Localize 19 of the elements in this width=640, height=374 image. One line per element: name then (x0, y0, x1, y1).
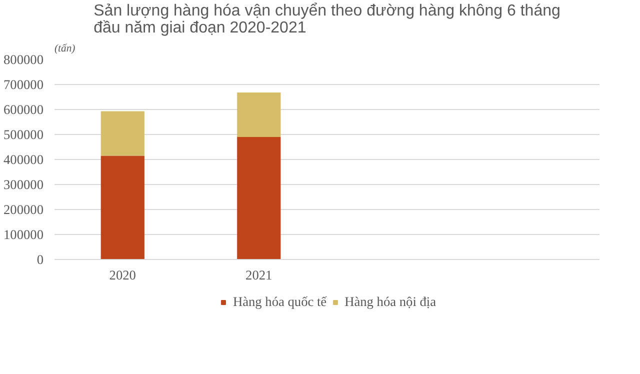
legend-label: Hàng hóa quốc tế (232, 294, 327, 310)
chart-title: Sản lượng hàng hóa vận chuyển theo đường hàng không 6 tháng đầu năm giai đoạn 2020-2021 (94, 2, 560, 36)
y-axis-title: (tấn) (54, 44, 76, 54)
y-tick-label: 600000 (4, 102, 44, 117)
y-tick-label: 700000 (4, 77, 44, 92)
x-tick-label: 2021 (246, 268, 272, 282)
bar (237, 92, 281, 137)
x-tick-label: 2020 (109, 268, 136, 282)
y-tick-label: 500000 (4, 127, 44, 142)
y-tick-label: 100000 (4, 227, 44, 242)
y-tick-label: 300000 (4, 177, 44, 192)
bar (100, 111, 144, 156)
y-tick-label: 800000 (4, 52, 44, 67)
bar (237, 137, 281, 260)
y-tick-label: 400000 (4, 152, 44, 167)
legend-label: Hàng hóa nội địa (344, 294, 436, 310)
y-tick-label: 0 (36, 252, 44, 267)
y-tick-label: 200000 (4, 202, 44, 217)
bar (100, 156, 144, 260)
